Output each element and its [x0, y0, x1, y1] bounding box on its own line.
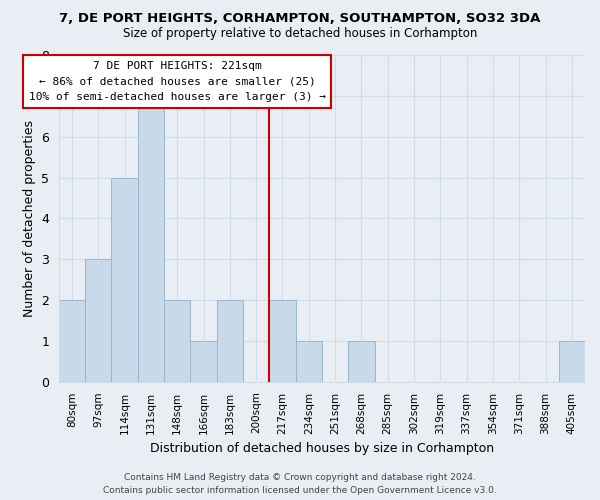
Bar: [85, 260, 112, 382]
Text: Contains HM Land Registry data © Crown copyright and database right 2024.
Contai: Contains HM Land Registry data © Crown c…: [103, 474, 497, 495]
Bar: [164, 300, 190, 382]
Text: 7, DE PORT HEIGHTS, CORHAMPTON, SOUTHAMPTON, SO32 3DA: 7, DE PORT HEIGHTS, CORHAMPTON, SOUTHAMP…: [59, 12, 541, 26]
Bar: [59, 300, 85, 382]
Y-axis label: Number of detached properties: Number of detached properties: [23, 120, 35, 317]
X-axis label: Distribution of detached houses by size in Corhampton: Distribution of detached houses by size …: [150, 442, 494, 455]
Text: 7 DE PORT HEIGHTS: 221sqm
← 86% of detached houses are smaller (25)
10% of semi-: 7 DE PORT HEIGHTS: 221sqm ← 86% of detac…: [29, 61, 326, 102]
Text: Size of property relative to detached houses in Corhampton: Size of property relative to detached ho…: [123, 28, 477, 40]
Bar: [217, 300, 243, 382]
Bar: [559, 341, 585, 382]
Bar: [296, 341, 322, 382]
Bar: [348, 341, 374, 382]
Bar: [112, 178, 138, 382]
Bar: [138, 96, 164, 382]
Bar: [190, 341, 217, 382]
Bar: [269, 300, 296, 382]
